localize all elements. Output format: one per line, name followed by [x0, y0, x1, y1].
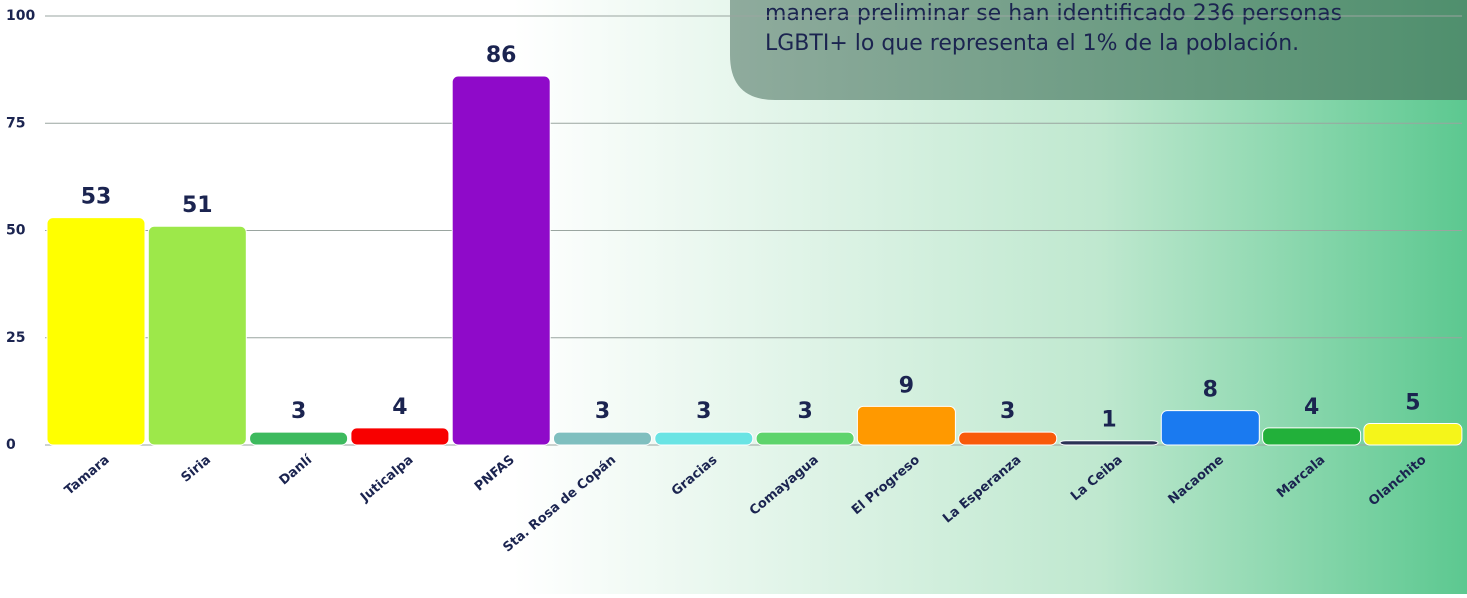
value-label: 53 — [81, 185, 112, 210]
bar — [350, 427, 450, 446]
value-label: 4 — [1304, 395, 1319, 420]
value-label: 3 — [291, 399, 306, 424]
bar — [147, 225, 247, 446]
value-label: 51 — [182, 193, 213, 218]
value-label: 3 — [696, 399, 711, 424]
bar — [958, 431, 1058, 446]
value-label: 3 — [1000, 399, 1015, 424]
y-tick-label: 50 — [6, 223, 26, 239]
y-tick-label: 75 — [6, 115, 25, 131]
bar — [1059, 440, 1159, 446]
value-label: 5 — [1405, 391, 1420, 416]
note-box — [730, 0, 1467, 100]
bar — [1262, 427, 1362, 446]
bar — [856, 405, 956, 446]
bar — [46, 217, 146, 446]
bar — [553, 431, 652, 446]
value-label: 3 — [595, 399, 610, 424]
bar — [249, 431, 349, 446]
value-label: 4 — [392, 395, 407, 420]
note-line: manera preliminar se han identificado 23… — [765, 1, 1342, 26]
value-label: 3 — [797, 399, 812, 424]
note-line: LGBTI+ lo que representa el 1% de la pob… — [765, 31, 1299, 56]
value-label: 86 — [486, 43, 517, 68]
y-tick-label: 25 — [6, 330, 25, 346]
y-tick-label: 100 — [6, 8, 35, 24]
bar — [451, 75, 551, 446]
value-label: 8 — [1203, 378, 1218, 403]
y-tick-label: 0 — [6, 437, 16, 453]
bar — [755, 431, 855, 446]
bar — [654, 431, 754, 446]
bar — [1363, 423, 1463, 446]
value-label: 9 — [899, 373, 914, 398]
value-label: 1 — [1101, 408, 1116, 433]
bar — [1160, 410, 1260, 446]
